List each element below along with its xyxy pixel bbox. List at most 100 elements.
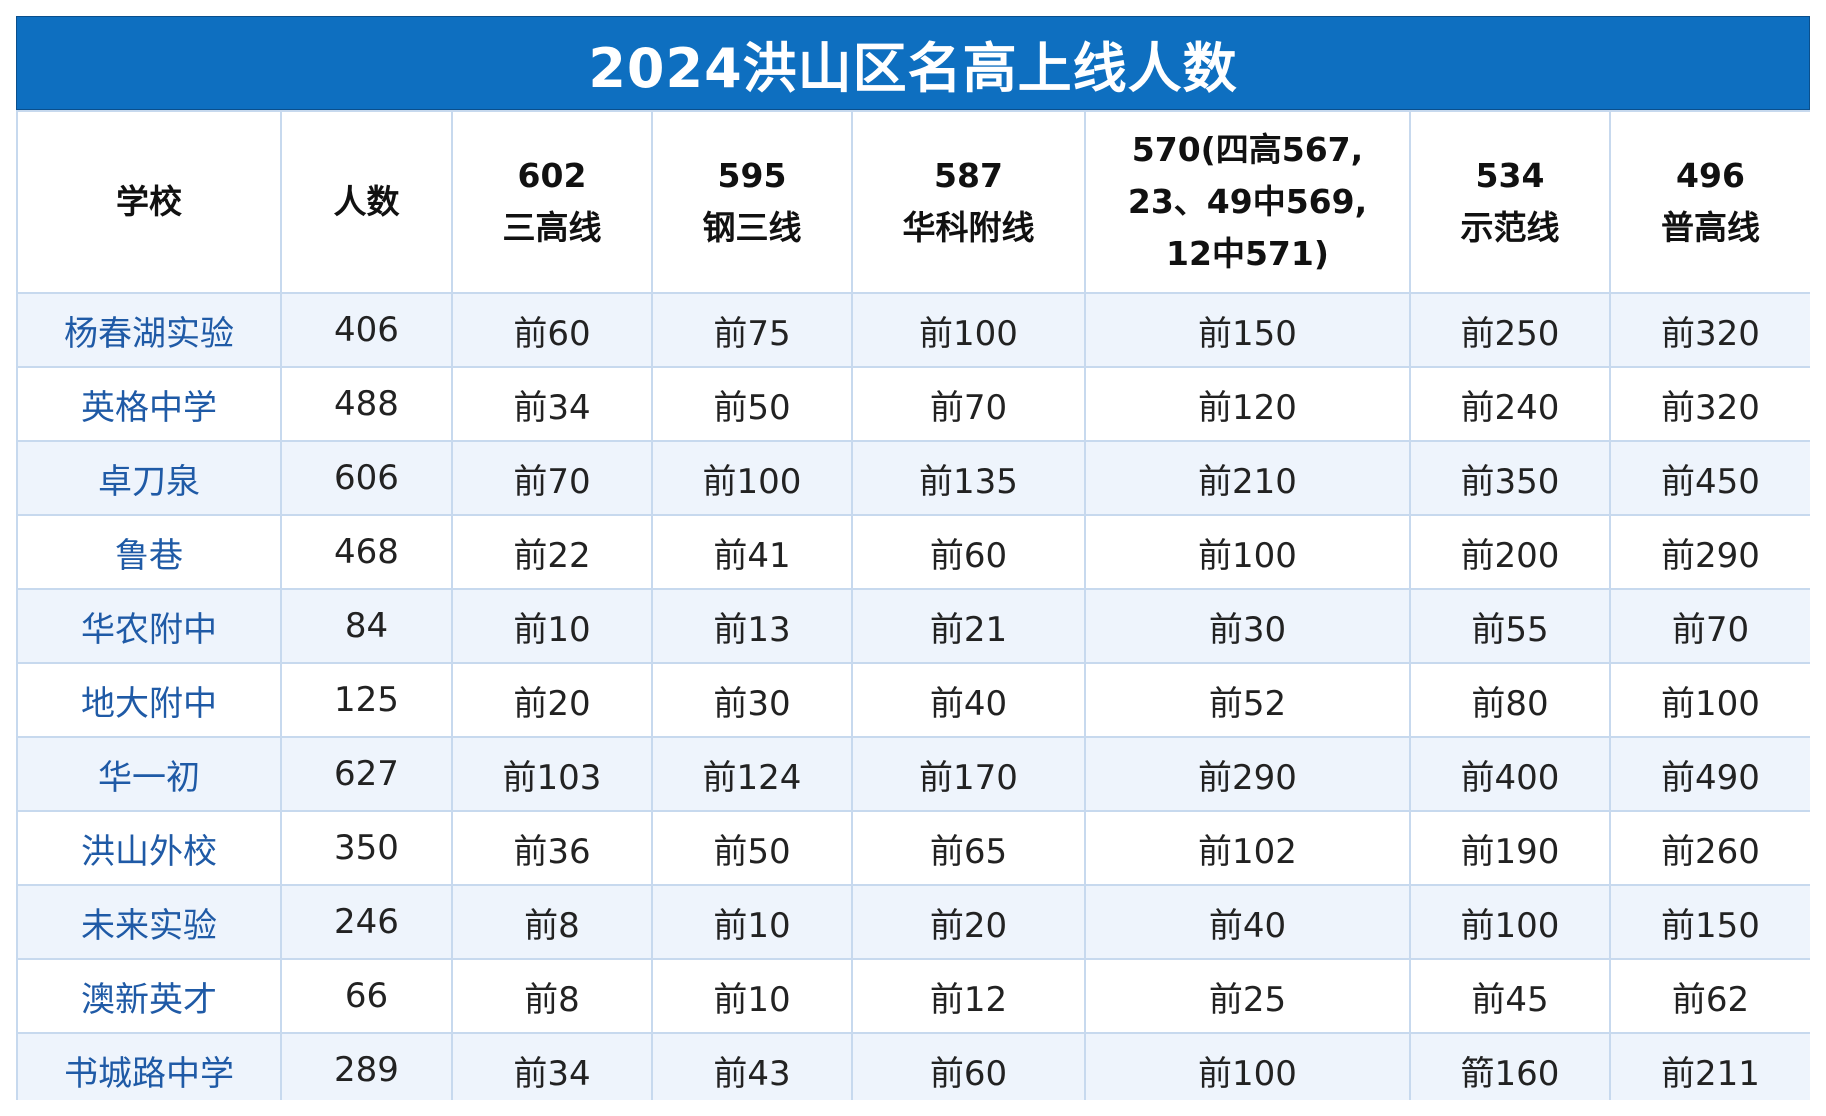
column-header: 学校 (16, 110, 282, 294)
rank-cell: 前190 (1409, 810, 1611, 886)
rank-cell: 前80 (1409, 662, 1611, 738)
rank-cell: 前250 (1409, 292, 1611, 368)
student-count-cell: 488 (280, 366, 453, 442)
column-header-line: 602 (517, 156, 587, 195)
rank-cell: 前350 (1409, 440, 1611, 516)
rank-cell: 前150 (1609, 884, 1810, 960)
rank-cell: 前52 (1084, 662, 1411, 738)
rank-cell: 前211 (1609, 1032, 1810, 1100)
rank-cell: 前290 (1609, 514, 1810, 590)
rank-cell: 前135 (851, 440, 1086, 516)
rank-cell: 前60 (851, 514, 1086, 590)
column-header-line: 570(四高567, (1131, 130, 1364, 169)
column-header: 587 华科附线 (851, 110, 1086, 294)
table-row: 书城路中学 289 前34 前43 前60 前100 箭160 前211 (16, 1032, 1810, 1100)
rank-cell: 前100 (1609, 662, 1810, 738)
rank-cell: 前55 (1409, 588, 1611, 664)
table-row: 卓刀泉 606 前70 前100 前135 前210 前350 前450 (16, 440, 1810, 516)
table-row: 华一初 627 前103 前124 前170 前290 前400 前490 (16, 736, 1810, 812)
rank-cell: 前100 (1084, 1032, 1411, 1100)
rank-cell: 前100 (851, 292, 1086, 368)
rank-cell: 前45 (1409, 958, 1611, 1034)
rank-cell: 前12 (851, 958, 1086, 1034)
column-header-line: 587 (934, 156, 1003, 195)
table-row: 杨春湖实验 406 前60 前75 前100 前150 前250 前320 (16, 292, 1810, 368)
rank-cell: 前65 (851, 810, 1086, 886)
table-row: 华农附中 84 前10 前13 前21 前30 前55 前70 (16, 588, 1810, 664)
rank-cell: 前40 (851, 662, 1086, 738)
rank-cell: 前13 (651, 588, 853, 664)
student-count-cell: 406 (280, 292, 453, 368)
rank-cell: 前210 (1084, 440, 1411, 516)
rank-cell: 前50 (651, 810, 853, 886)
rank-cell: 前120 (1084, 366, 1411, 442)
rank-cell: 前100 (651, 440, 853, 516)
column-header-line: 示范线 (1460, 208, 1560, 247)
rank-cell: 前320 (1609, 366, 1810, 442)
school-name-cell: 英格中学 (16, 366, 282, 442)
rank-cell: 前8 (451, 884, 653, 960)
rank-cell: 前36 (451, 810, 653, 886)
rank-cell: 前170 (851, 736, 1086, 812)
rank-cell: 前150 (1084, 292, 1411, 368)
school-name-cell: 卓刀泉 (16, 440, 282, 516)
school-name-cell: 华农附中 (16, 588, 282, 664)
rank-cell: 前70 (851, 366, 1086, 442)
column-header-line: 钢三线 (702, 208, 802, 247)
rank-cell: 前200 (1409, 514, 1611, 590)
rank-cell: 前400 (1409, 736, 1611, 812)
school-name-cell: 地大附中 (16, 662, 282, 738)
header-row: 学校 人数 602 三高线 595 钢三线 587 华科附线 570(四高567, 23、49中5… (16, 110, 1810, 294)
rank-cell: 前22 (451, 514, 653, 590)
rank-cell: 前20 (451, 662, 653, 738)
column-header: 人数 (280, 110, 453, 294)
student-count-cell: 350 (280, 810, 453, 886)
rank-cell: 前100 (1084, 514, 1411, 590)
column-header: 602 三高线 (451, 110, 653, 294)
rank-cell: 前320 (1609, 292, 1810, 368)
column-header: 595 钢三线 (651, 110, 853, 294)
rank-cell: 前124 (651, 736, 853, 812)
rank-cell: 前10 (451, 588, 653, 664)
column-header-line: 595 (717, 156, 787, 195)
school-name-cell: 华一初 (16, 736, 282, 812)
student-count-cell: 468 (280, 514, 453, 590)
rank-cell: 箭160 (1409, 1032, 1611, 1100)
rank-cell: 前75 (651, 292, 853, 368)
student-count-cell: 246 (280, 884, 453, 960)
table-body: 杨春湖实验 406 前60 前75 前100 前150 前250 前320 英格中学 488 前34… (16, 292, 1810, 1100)
rank-cell: 前240 (1409, 366, 1611, 442)
column-header-line: 华科附线 (902, 208, 1035, 247)
rank-cell: 前50 (651, 366, 853, 442)
rank-cell: 前490 (1609, 736, 1810, 812)
school-name-cell: 澳新英才 (16, 958, 282, 1034)
column-header-line: 人数 (333, 182, 400, 221)
column-header-line: 534 (1475, 156, 1545, 195)
student-count-cell: 606 (280, 440, 453, 516)
rank-cell: 前10 (651, 884, 853, 960)
school-name-cell: 杨春湖实验 (16, 292, 282, 368)
column-header-line: 学校 (116, 182, 182, 221)
rank-cell: 前34 (451, 1032, 653, 1100)
rank-cell: 前20 (851, 884, 1086, 960)
column-header-line: 三高线 (502, 208, 602, 247)
table-row: 澳新英才 66 前8 前10 前12 前25 前45 前62 (16, 958, 1810, 1034)
table-row: 洪山外校 350 前36 前50 前65 前102 前190 前260 (16, 810, 1810, 886)
rank-cell: 前103 (451, 736, 653, 812)
student-count-cell: 84 (280, 588, 453, 664)
rank-cell: 前34 (451, 366, 653, 442)
rank-cell: 前290 (1084, 736, 1411, 812)
column-header-line: 12中571) (1166, 234, 1329, 273)
rank-cell: 前21 (851, 588, 1086, 664)
rank-cell: 前8 (451, 958, 653, 1034)
rank-cell: 前43 (651, 1032, 853, 1100)
rank-cell: 前450 (1609, 440, 1810, 516)
rank-cell: 前25 (1084, 958, 1411, 1034)
score-table-card: 2024洪山区名高上线人数 学校 人数 602 三高线 595 钢三线 587 华科附线 570… (16, 16, 1810, 1100)
rank-cell: 前70 (451, 440, 653, 516)
table-header: 学校 人数 602 三高线 595 钢三线 587 华科附线 570(四高567, 23、49中5… (16, 110, 1810, 294)
column-header: 534 示范线 (1409, 110, 1611, 294)
column-header: 496 普高线 (1609, 110, 1810, 294)
school-name-cell: 洪山外校 (16, 810, 282, 886)
rank-cell: 前41 (651, 514, 853, 590)
